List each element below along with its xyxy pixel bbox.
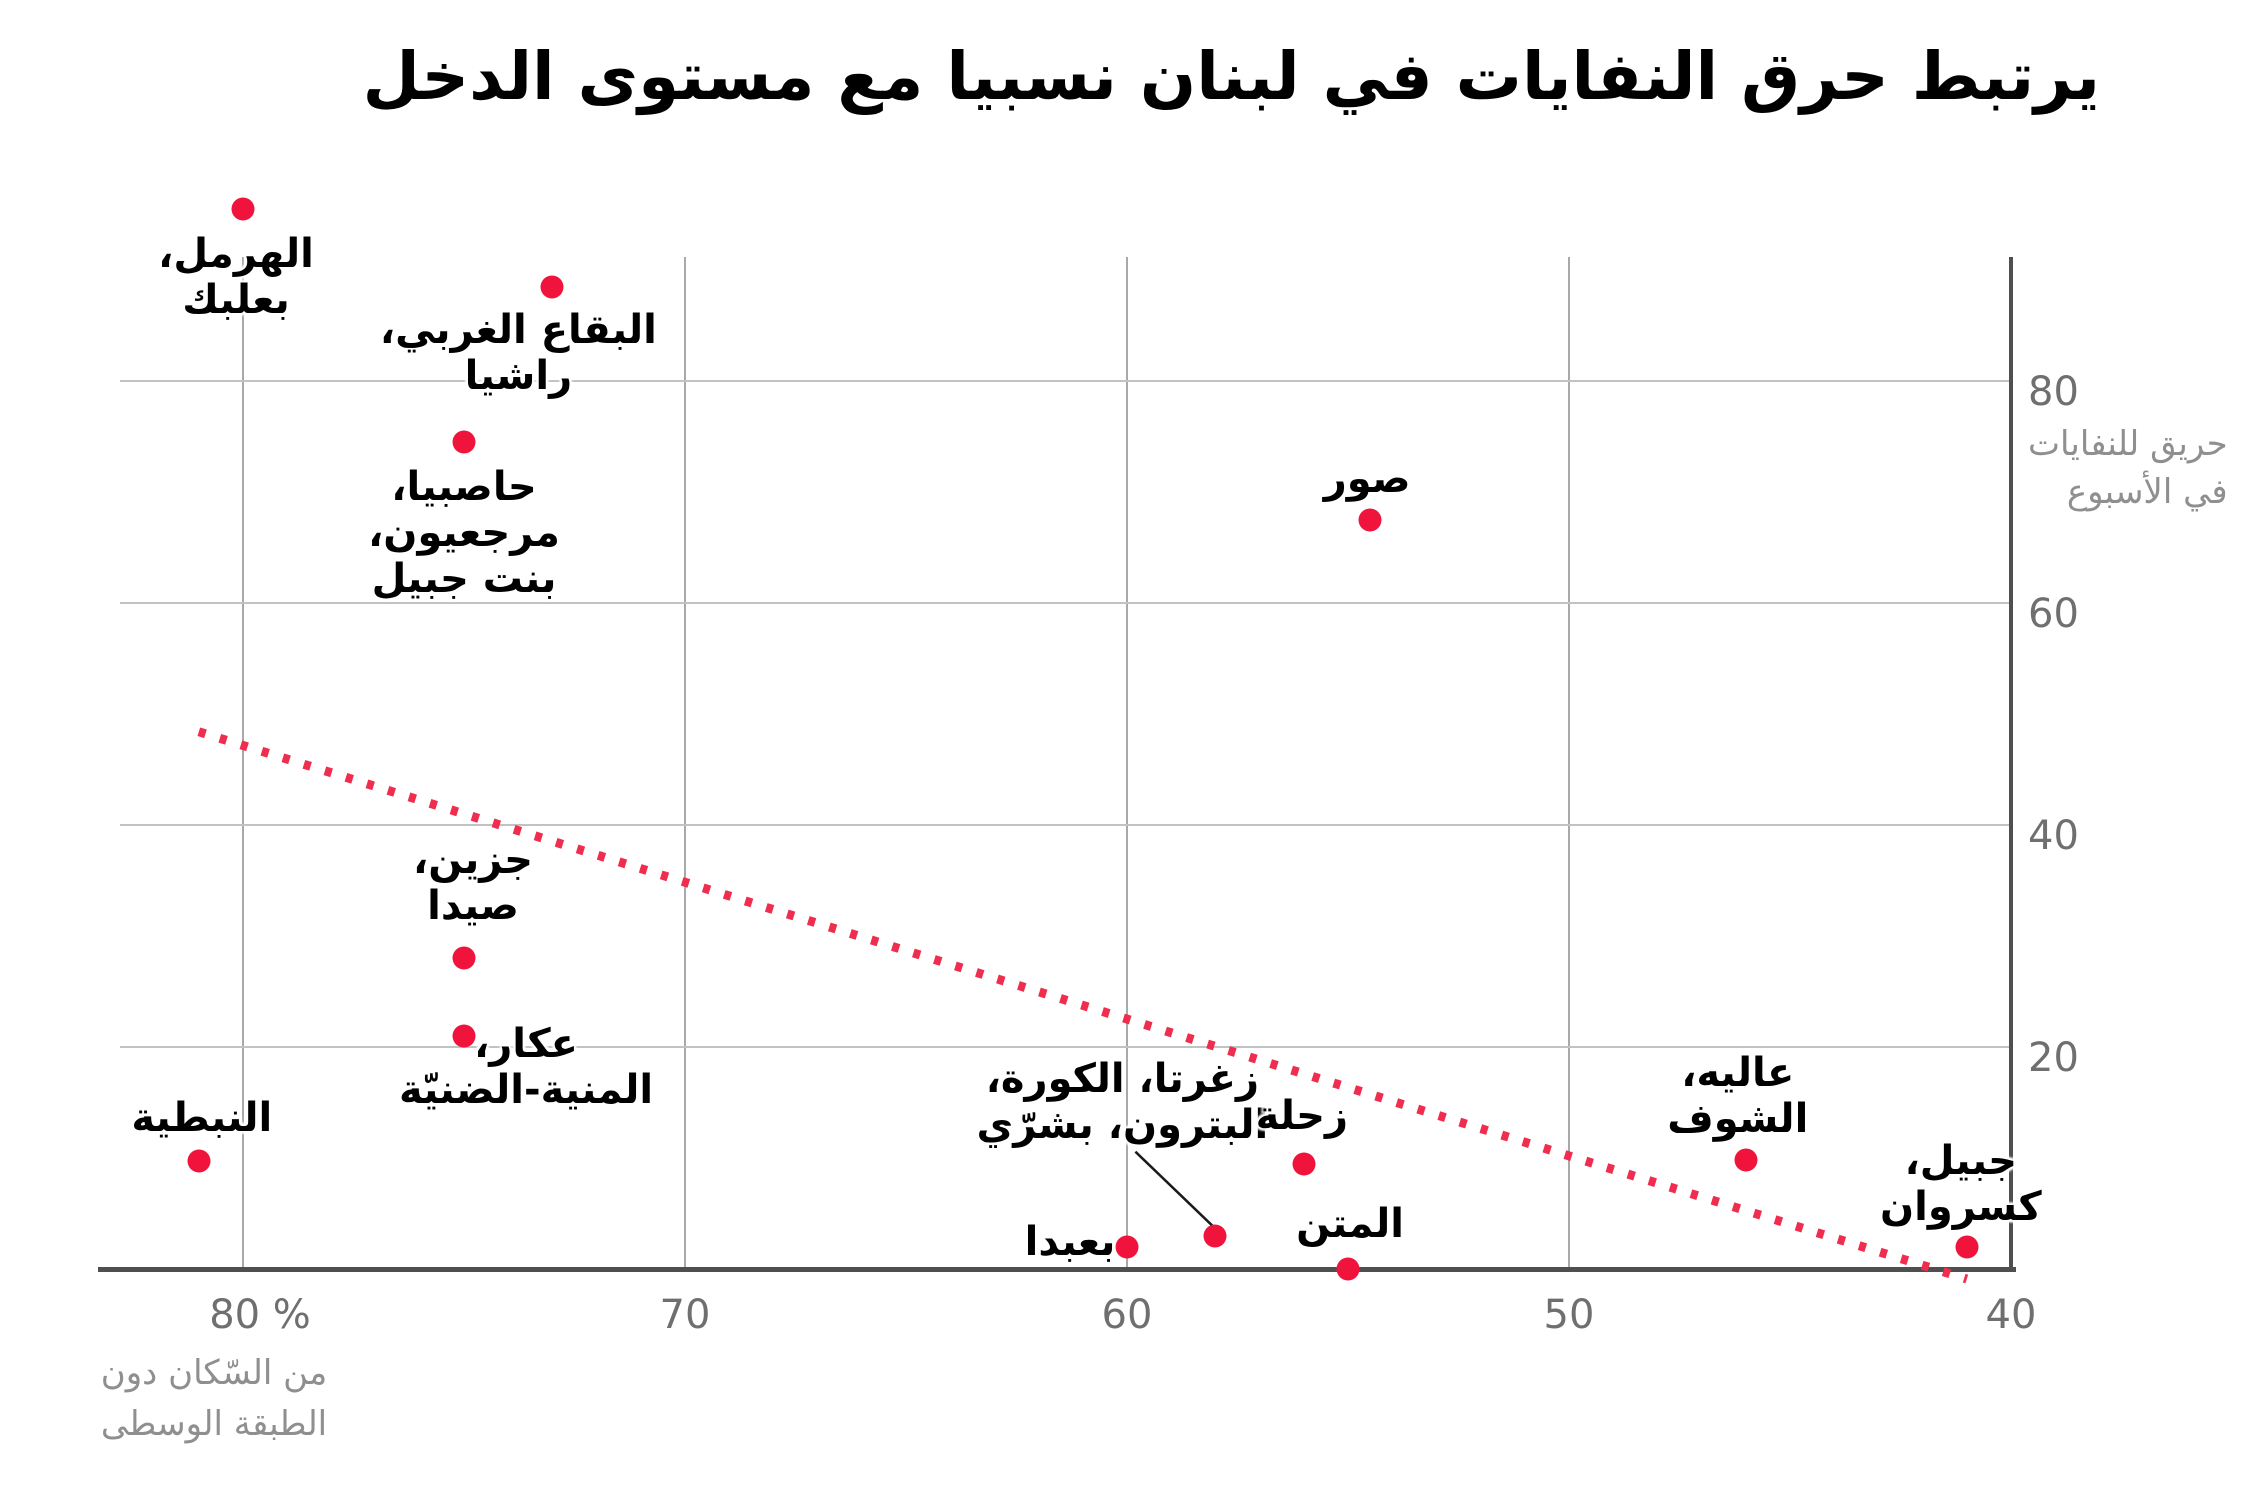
data-point-label-hasbaya-marjeyoun-bint-jbeil: حاصبيا، مرجعيون، بنت جبيل	[368, 464, 560, 603]
data-point-zgharta-koura-batroun-bsharri[interactable]	[1203, 1224, 1227, 1248]
data-point-label-jbeil-keserwan: جبيل، كسروان	[1880, 1137, 2042, 1230]
data-point-hermel-baalbek[interactable]	[231, 197, 255, 221]
data-point-tyre[interactable]	[1358, 508, 1382, 532]
x-tick-label: 40	[1985, 1292, 2037, 1338]
data-point-label-west-bekaa-rachaya: البقاع الغربي، راشيا	[379, 306, 657, 399]
y-tick-label: 20	[2028, 1035, 2079, 1081]
data-point-aley-chouf[interactable]	[1734, 1148, 1758, 1172]
y-axis-line	[2009, 257, 2013, 1271]
y-tick-label: 60	[2028, 591, 2079, 637]
y-tick-label: 40	[2028, 813, 2079, 859]
x-tick-label: 50	[1543, 1292, 1595, 1338]
data-point-zahle[interactable]	[1292, 1152, 1316, 1176]
data-point-label-akkar-minieh-danniyeh: عكار، المنية-الضنيّة	[398, 1020, 654, 1113]
chart-title: يرتبط حرق النفايات في لبنان نسبيا مع مست…	[362, 38, 2101, 115]
data-point-label-jezzine-saida: جزين، صيدا	[413, 837, 533, 930]
x-axis-line	[98, 1267, 2016, 1272]
data-point-jezzine-saida[interactable]	[452, 946, 476, 970]
horizontal-gridline	[120, 824, 2011, 826]
vertical-gridline	[684, 257, 686, 1269]
data-point-label-tyre: صور	[1323, 455, 1411, 502]
data-point-label-hermel-baalbek: الهرمل، بعلبك	[158, 230, 314, 323]
horizontal-gridline	[120, 602, 2011, 604]
data-point-metn[interactable]	[1336, 1257, 1360, 1281]
y-tick-label: 80	[2028, 369, 2079, 415]
data-point-label-aley-chouf: عاليه، الشوف	[1667, 1050, 1809, 1143]
data-point-baabda[interactable]	[1115, 1235, 1139, 1259]
vertical-gridline	[1568, 257, 1570, 1269]
y-axis-title: حريق للنفايات في الأسبوع	[2028, 424, 2228, 512]
data-point-label-zgharta-koura-batroun-bsharri: زغرتا، الكورة، البترون، بشرّي	[976, 1055, 1269, 1148]
x-axis-title: من السّكان دون الطبقة الوسطى	[100, 1353, 328, 1444]
data-point-label-metn: المتن	[1296, 1201, 1404, 1247]
data-point-nabatieh[interactable]	[187, 1149, 211, 1173]
label-connector-line	[1134, 1150, 1215, 1228]
x-tick-label: 80 %	[209, 1292, 311, 1338]
horizontal-gridline	[120, 380, 2011, 382]
data-point-jbeil-keserwan[interactable]	[1955, 1235, 1979, 1259]
data-point-label-zahle: زحلة	[1255, 1092, 1349, 1139]
data-point-label-baabda: بعبدا	[1024, 1218, 1116, 1265]
x-tick-label: 70	[659, 1292, 711, 1338]
data-point-west-bekaa-rachaya[interactable]	[540, 275, 564, 299]
trend-line	[197, 727, 1969, 1284]
data-point-hasbaya-marjeyoun-bint-jbeil[interactable]	[452, 430, 476, 454]
x-tick-label: 60	[1101, 1292, 1153, 1338]
data-point-label-nabatieh: النبطية	[131, 1095, 273, 1142]
